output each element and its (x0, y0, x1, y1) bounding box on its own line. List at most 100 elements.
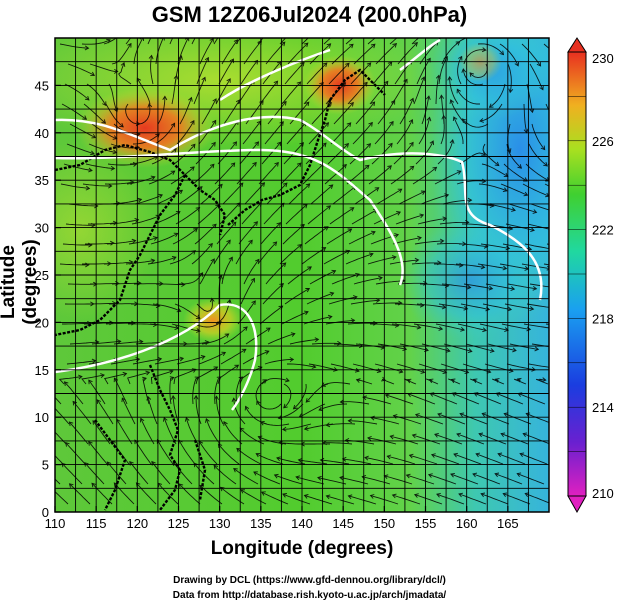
streamline (548, 84, 549, 85)
streamline (458, 493, 487, 505)
streamline-arrow (219, 486, 225, 492)
streamline-arrow (240, 489, 246, 494)
streamline (171, 75, 178, 105)
streamline (381, 378, 395, 385)
streamline-arrow (131, 320, 136, 326)
streamline-arrow (408, 453, 414, 459)
streamline-arrow (297, 24, 301, 28)
streamline-arrow (349, 101, 354, 107)
streamline-arrow (364, 26, 368, 30)
streamline (475, 453, 504, 465)
streamline-arrow (231, 221, 237, 227)
streamline-arrow (508, 88, 514, 94)
streamline (385, 394, 414, 405)
streamline-arrow (179, 356, 185, 362)
streamline (81, 374, 105, 385)
streamline (197, 204, 220, 225)
streamline (414, 240, 444, 245)
streamline (169, 376, 174, 405)
streamline-arrow (300, 441, 305, 447)
streamline-arrow (65, 441, 70, 447)
streamline-arrow (413, 41, 418, 47)
streamline-arrow (305, 398, 311, 403)
streamline (96, 399, 114, 425)
streamline-arrow (479, 118, 484, 123)
streamline-arrow (397, 188, 403, 194)
streamline (485, 283, 515, 290)
streamline-arrow (176, 307, 182, 313)
streamline (205, 418, 221, 445)
streamline-arrow (461, 68, 467, 73)
streamline-arrow (274, 161, 279, 167)
streamline (377, 100, 396, 125)
streamline (282, 493, 311, 505)
streamline (59, 263, 89, 266)
streamline (287, 363, 316, 368)
streamline (108, 83, 118, 112)
streamline-arrow (374, 187, 380, 192)
streamline (59, 43, 89, 49)
streamline-arrow (311, 364, 317, 369)
streamline (342, 458, 372, 465)
streamline-arrow (168, 369, 174, 375)
streamline (453, 116, 464, 144)
streamline-arrow (304, 310, 309, 316)
streamline (396, 363, 425, 373)
streamline (199, 258, 215, 285)
x-tick-label: 115 (86, 516, 107, 531)
streamline-arrow (447, 76, 453, 81)
streamline (284, 288, 310, 305)
streamline-arrow (170, 395, 176, 400)
streamline (545, 103, 549, 112)
streamline-arrow (121, 397, 126, 403)
streamline-arrow (481, 47, 487, 53)
streamline-arrow (158, 193, 163, 199)
streamline (128, 237, 158, 245)
streamline (465, 343, 495, 352)
streamline (191, 243, 213, 265)
streamline (528, 143, 548, 167)
streamline-arrow (344, 438, 350, 443)
streamline (332, 185, 356, 205)
streamline-arrow (481, 412, 487, 417)
streamline (311, 342, 341, 345)
x-axis-label: Longitude (degrees) (210, 538, 394, 559)
streamline-arrow (469, 72, 475, 77)
streamline (171, 323, 200, 332)
streamline (135, 342, 165, 345)
streamline (462, 363, 491, 373)
streamline (89, 63, 118, 72)
streamline-arrow (272, 241, 278, 247)
streamline-arrow (369, 494, 375, 499)
streamline-arrow (480, 492, 486, 498)
streamline (131, 303, 160, 307)
streamline (329, 207, 354, 225)
streamline (348, 231, 376, 245)
streamline-arrow (61, 462, 66, 468)
streamline-arrow (196, 328, 201, 333)
y-tick-label: 35 (35, 173, 49, 188)
streamline-arrow (420, 190, 426, 195)
streamline (260, 421, 290, 426)
streamline-arrow (459, 412, 465, 418)
streamline (535, 378, 549, 385)
streamline (331, 273, 360, 285)
streamline-arrow (108, 183, 113, 189)
streamline (406, 474, 435, 485)
streamline (364, 457, 394, 465)
streamline-arrow (140, 21, 144, 25)
streamline (88, 441, 108, 465)
streamline-arrow (561, 60, 565, 64)
streamline-arrow (265, 327, 271, 332)
streamline (350, 299, 380, 305)
streamline-arrow (488, 285, 494, 291)
streamline-arrow (234, 364, 240, 369)
streamline-arrow (347, 228, 353, 233)
streamline-arrow (307, 266, 312, 271)
streamline-arrow (116, 339, 122, 345)
streamline-arrow (260, 182, 266, 187)
y-tick-label: 45 (35, 78, 49, 93)
streamline-arrow (209, 163, 215, 169)
streamline (288, 183, 311, 205)
streamline (150, 370, 173, 385)
